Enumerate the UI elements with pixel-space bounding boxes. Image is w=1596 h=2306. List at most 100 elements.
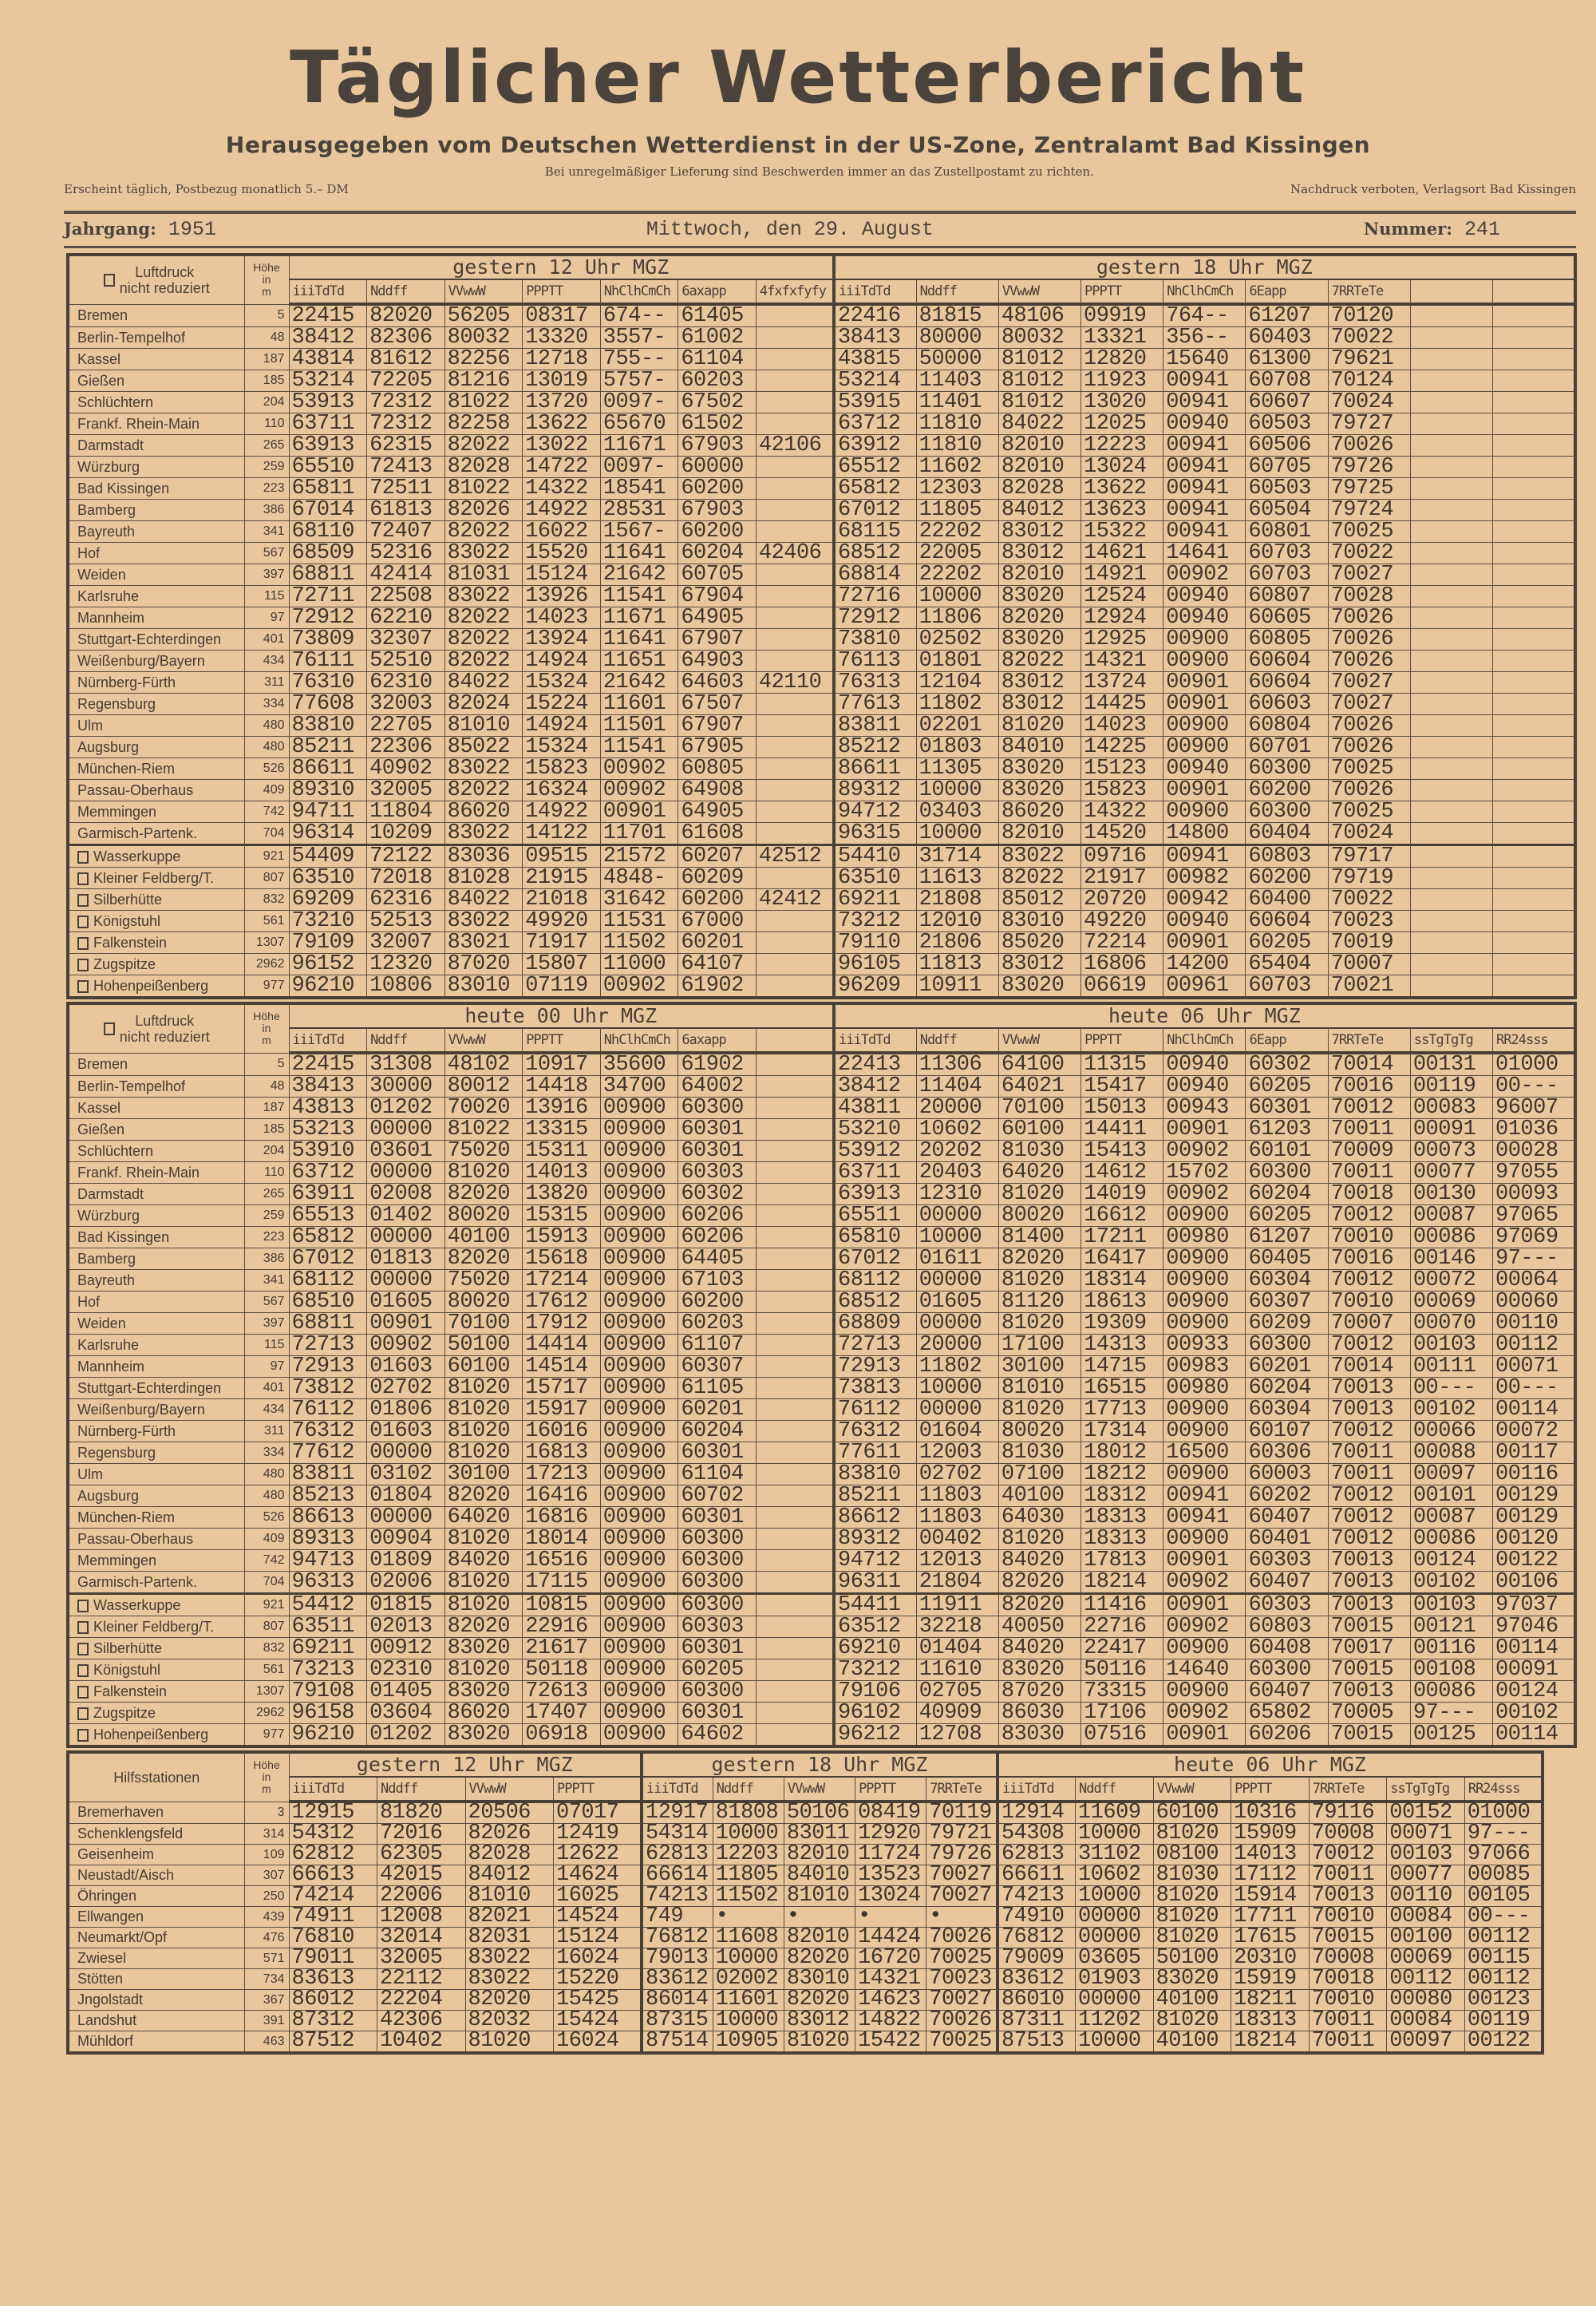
observation-code: 60404 (1245, 822, 1329, 845)
observation-code: 70012 (1327, 1420, 1411, 1442)
observation-code: 31102 (1075, 1844, 1154, 1865)
observation-code (1409, 434, 1493, 457)
observation-code: 81010 (998, 1377, 1082, 1399)
volume-year: 1951 (168, 218, 216, 241)
observation-code: 42106 (755, 434, 835, 457)
observation-code: 38413 (288, 1075, 368, 1098)
observation-code: 43811 (832, 1097, 917, 1119)
station-name-label: Frankf. Rhein-Main (77, 1165, 200, 1181)
observation-code: 67012 (832, 499, 917, 521)
observation-code: 19309 (1080, 1312, 1164, 1335)
volume-info: Jahrgang: 1951 (64, 217, 216, 242)
observation-code (755, 910, 835, 932)
observation-code: 50100 (444, 1334, 523, 1356)
observation-code: 72716 (832, 585, 917, 607)
observation-code: 70015 (1308, 1927, 1388, 1948)
observation-code: 15224 (522, 693, 601, 715)
observation-code: 16612 (1080, 1204, 1164, 1227)
observation-code: 00900 (599, 1269, 679, 1291)
observation-code: 81020 (1152, 1885, 1232, 1907)
observation-code (755, 1420, 835, 1442)
station-name: Mannheim (67, 1355, 245, 1378)
observation-code: 60407 (1245, 1506, 1329, 1529)
station-altitude: 397 (243, 1312, 290, 1335)
observation-code: 62315 (366, 434, 445, 457)
station-name-label: Darmstadt (77, 437, 144, 453)
station-altitude: 401 (243, 628, 290, 651)
observation-code: 80020 (444, 1204, 523, 1227)
observation-code: 70014 (1327, 1355, 1411, 1378)
observation-code: 70011 (1327, 1442, 1411, 1464)
observation-code: 81820 (377, 1801, 466, 1824)
observation-code: 83613 (288, 1968, 377, 1990)
observation-code: 14411 (1080, 1118, 1164, 1141)
group-header-row: Hilfsstationen Höhe in m gestern 12 Uhr MGZ g… (67, 1751, 1543, 1802)
station-row: Passau-Oberhaus 409 89310 32005 82022 16324 00… (67, 779, 1576, 801)
observation-code: 81020 (444, 1398, 523, 1421)
observation-code: 18214 (1080, 1571, 1164, 1594)
station-altitude: 704 (243, 1571, 290, 1594)
observation-code: 83012 (998, 671, 1082, 694)
station-name-label: Bayreuth (77, 524, 136, 540)
observation-code: 01000 (1464, 1801, 1543, 1824)
observation-code: 60605 (1245, 607, 1329, 629)
observation-code: 96152 (288, 953, 368, 975)
observation-code: 94711 (288, 801, 368, 823)
mountain-marker-icon (103, 273, 115, 287)
observation-code: 16816 (522, 1506, 601, 1529)
observation-code: 00129 (1492, 1506, 1576, 1529)
observation-code (1409, 650, 1493, 672)
observation-code: 07100 (998, 1463, 1082, 1485)
observation-code: 65812 (832, 477, 917, 500)
observation-code: 00402 (915, 1528, 999, 1550)
station-name-label: Stötten (77, 1971, 124, 1987)
observation-code: 79116 (1308, 1801, 1388, 1824)
observation-code: 00904 (366, 1528, 445, 1550)
observation-code: 70012 (1327, 1204, 1411, 1227)
column-header: PPPTT (1080, 279, 1164, 306)
altitude-header-line: in (262, 273, 271, 287)
observation-code: 60503 (1245, 413, 1329, 435)
observation-code (1409, 953, 1493, 975)
station-row: Geisenheim 109 62812 62305 82028 12622 62813 12… (67, 1844, 1543, 1865)
observation-code (755, 1183, 835, 1205)
observation-code: 01804 (366, 1485, 445, 1507)
observation-code: 20202 (915, 1140, 999, 1162)
observation-code: 00083 (1409, 1097, 1494, 1119)
observation-code: 82028 (998, 477, 1082, 500)
observation-code: 49220 (1080, 910, 1164, 932)
station-row: Wasserkuppe 921 54409 72122 83036 09515 21572 6… (67, 844, 1576, 868)
mountain-marker-icon (77, 959, 89, 972)
observation-code: 14624 (553, 1865, 642, 1886)
station-row: Neustadt/Aisch 307 66613 42015 84012 14624 666… (67, 1865, 1543, 1886)
station-name-label: Kleiner Feldberg/T. (93, 1619, 215, 1635)
observation-code: 00900 (1163, 1312, 1246, 1335)
observation-code: 81030 (998, 1442, 1082, 1464)
observation-code: 00086 (1409, 1226, 1494, 1248)
tables-area: Luftdruck nicht reduziert Höhe in m gestern 1… (66, 253, 1577, 2057)
station-row: Weißenburg/Bayern 434 76111 52510 82022 14924… (67, 650, 1576, 672)
observation-code (755, 1052, 835, 1076)
station-name-label: Passau-Oberhaus (77, 1531, 194, 1547)
station-name: Kleiner Feldberg/T. (67, 1616, 245, 1638)
observation-code: 60801 (1245, 520, 1329, 543)
station-altitude: 5 (243, 1052, 290, 1076)
column-header: 7RRTeTe (1327, 279, 1411, 306)
station-row: Darmstadt 265 63913 62315 82022 13022 11671 679… (67, 434, 1576, 457)
observation-code: 11531 (599, 910, 679, 932)
observation-code: 16720 (855, 1948, 927, 1969)
column-header: VVwwW (783, 1776, 856, 1803)
observation-code: 15919 (1231, 1968, 1310, 1990)
observation-code: 00900 (599, 1355, 679, 1378)
observation-code (755, 1226, 835, 1248)
observation-code: • (712, 1906, 784, 1928)
observation-code: 64602 (678, 1723, 757, 1747)
observation-code: 64020 (998, 1161, 1082, 1184)
observation-code: 60302 (678, 1183, 757, 1205)
observation-code: 60209 (678, 867, 757, 889)
observation-code: 11401 (915, 391, 999, 413)
observation-code: 00114 (1492, 1637, 1576, 1659)
station-name: Darmstadt (67, 434, 245, 457)
station-row: Ellwangen 439 74911 12008 82021 14524 749 • • • • 7… (67, 1906, 1543, 1928)
observation-code: 96313 (288, 1571, 368, 1594)
